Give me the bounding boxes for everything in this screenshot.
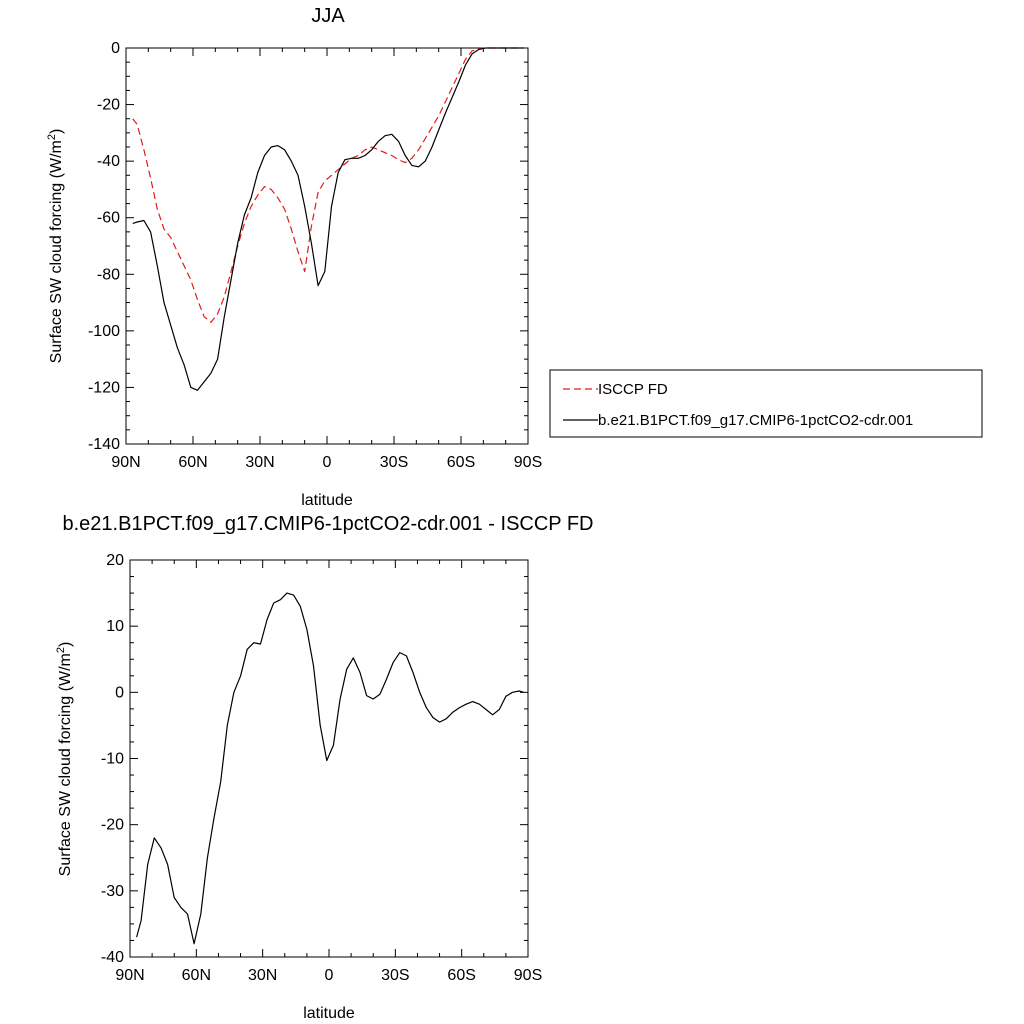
chart-1-x-tick-label: 30S [380, 454, 408, 471]
chart-1-series-line-0 [132, 47, 524, 323]
chart-1-y-axis-label: Surface SW cloud forcing (W/m2) [46, 129, 65, 364]
chart-2-x-tick-label: 30N [248, 967, 277, 984]
chart-2-series-lines [136, 592, 524, 945]
chart-1-y-tick-label: -40 [97, 153, 120, 170]
chart-1-legend: ISCCP FD b.e21.B1PCT.f09_g17.CMIP6-1pctC… [549, 369, 983, 438]
chart-2-x-tick-label: 30S [381, 967, 409, 984]
legend-frame [549, 369, 983, 438]
chart-2-x-tick-label: 60S [447, 967, 475, 984]
legend-label-isccp: ISCCP FD [598, 381, 668, 398]
chart-1-y-tick-label: -120 [88, 379, 120, 396]
chart-2-y-tick-label: -40 [101, 949, 124, 966]
chart-1-title: JJA [311, 5, 345, 27]
chart-2-y-tick-label: 20 [106, 552, 124, 569]
chart-1-x-tick-label: 90N [111, 454, 140, 471]
chart-1-y-tick-label: -80 [97, 266, 120, 283]
chart-1-y-tick-label: 0 [111, 40, 120, 57]
chart-2-y-axis-label: Surface SW cloud forcing (W/m2) [55, 642, 74, 877]
chart-2-x-tick-label: 90N [115, 967, 144, 984]
chart-2-x-tick-label: 0 [325, 967, 334, 984]
chart-2-x-axis-label: latitude [303, 1005, 355, 1022]
chart-2-x-tick-label: 60N [182, 967, 211, 984]
chart-2-y-tick-label: -30 [101, 883, 124, 900]
chart-2-series-line-0 [136, 592, 524, 945]
chart-1-series-line-1 [132, 47, 524, 391]
chart-1-x-tick-label: 60N [178, 454, 207, 471]
chart-1-x-tick-label: 30N [245, 454, 274, 471]
chart-2-y-tick-label: -10 [101, 751, 124, 768]
chart-2: b.e21.B1PCT.f09_g17.CMIP6-1pctCO2-cdr.00… [55, 513, 594, 1022]
legend-label-model: b.e21.B1PCT.f09_g17.CMIP6-1pctCO2-cdr.00… [598, 412, 913, 429]
chart-1-x-tick-label: 0 [323, 454, 332, 471]
chart-2-title: b.e21.B1PCT.f09_g17.CMIP6-1pctCO2-cdr.00… [63, 513, 594, 535]
chart-1-x-tick-label: 60S [447, 454, 475, 471]
chart-1-x-tick-label: 90S [514, 454, 542, 471]
chart-1-y-tick-label: -20 [97, 97, 120, 114]
chart-1-y-ticks: 0 -20 -40 -60 -80 -100 -120 -140 [88, 40, 528, 453]
chart-1: JJA 0-20-40-60-80-100-120-140 90N 60N 30N 0… [46, 5, 983, 509]
chart-2-x-ticks: 90N 60N 30N 0 30S 60S 90S [115, 560, 542, 984]
chart-2-y-tick-label: -20 [101, 817, 124, 834]
chart-1-x-ticks: 90N 60N 30N 0 30S 60S 90S [111, 48, 542, 471]
chart-2-y-tick-label: 0 [115, 684, 124, 701]
chart-2-y-tick-label: 10 [106, 618, 124, 635]
chart-1-y-tick-label: -140 [88, 436, 120, 453]
chart-2-y-ticks: 20 10 0 -10 -20 -30 -40 [101, 552, 528, 966]
chart-1-y-tick-label: -60 [97, 210, 120, 227]
chart-1-series-lines [132, 47, 524, 391]
chart-2-x-tick-label: 90S [514, 967, 542, 984]
chart-2-plot-frame [129, 559, 529, 958]
chart-1-x-axis-label: latitude [301, 492, 353, 509]
chart-1-y-tick-label: -100 [88, 323, 120, 340]
